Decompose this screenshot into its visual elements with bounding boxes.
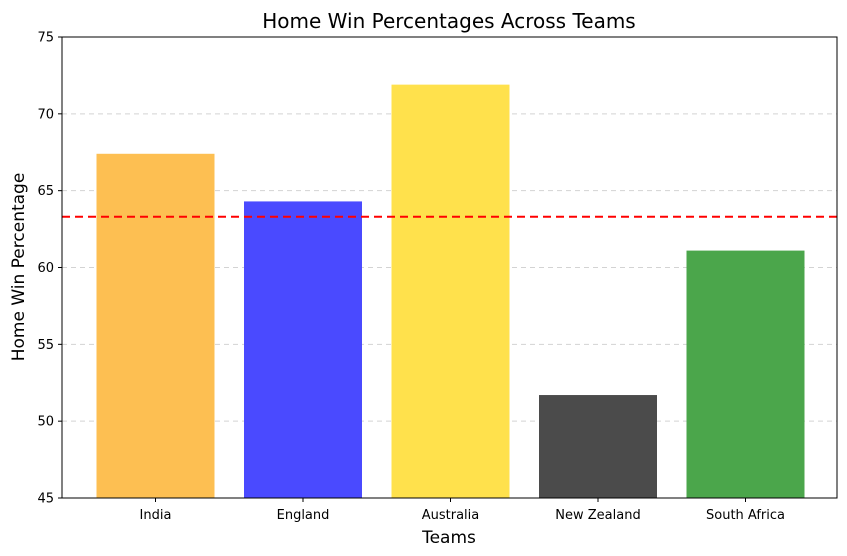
- x-tick-label: South Africa: [706, 508, 785, 523]
- x-axis-label: Teams: [421, 528, 476, 548]
- bar-south-africa: [686, 250, 805, 498]
- y-axis-ticks: 45 50 55 60 65 70 75: [37, 31, 62, 507]
- bar-new-zealand: [539, 395, 657, 498]
- x-tick-label: Australia: [422, 508, 480, 523]
- x-axis-ticks: India England Australia New Zealand South Af…: [140, 498, 785, 523]
- y-tick-label: 60: [37, 261, 54, 276]
- x-tick-label: England: [277, 508, 330, 523]
- y-tick-label: 75: [37, 31, 54, 46]
- bars: [96, 84, 805, 499]
- y-axis-label: Home Win Percentage: [9, 173, 29, 362]
- y-tick-label: 55: [37, 338, 54, 353]
- bar-australia: [391, 84, 510, 499]
- y-tick-label: 65: [37, 184, 54, 199]
- bar-india: [96, 153, 215, 498]
- chart-title: Home Win Percentages Across Teams: [262, 9, 635, 33]
- bar-england: [244, 201, 362, 498]
- x-tick-label: India: [140, 508, 172, 523]
- x-tick-label: New Zealand: [555, 508, 640, 523]
- y-tick-label: 45: [37, 492, 54, 507]
- y-tick-label: 50: [37, 415, 54, 430]
- y-tick-label: 70: [37, 107, 54, 122]
